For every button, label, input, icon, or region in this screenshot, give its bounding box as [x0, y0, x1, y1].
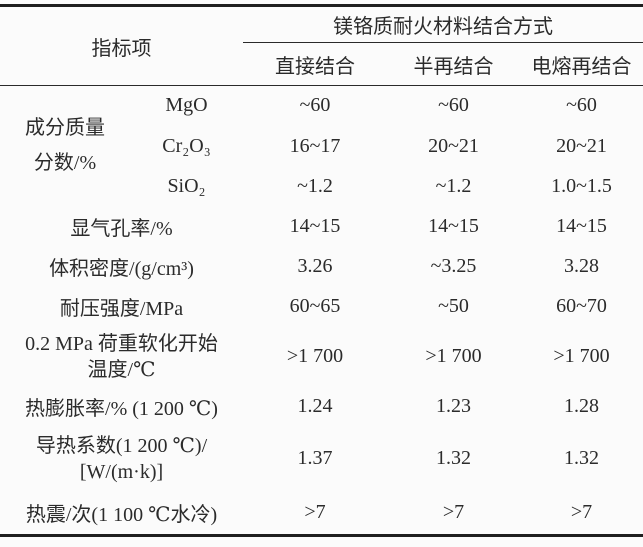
row-label-density: 体积密度/(g/cm³)	[49, 258, 194, 280]
cell-porosity-fused: 14~15	[556, 215, 607, 237]
composition-label-line2: 分数/%	[33, 152, 97, 175]
indicator-column-header: 指标项	[0, 5, 243, 86]
cell-cr2o3-semi: 20~21	[428, 134, 479, 157]
cell-porosity-direct: 14~15	[289, 215, 341, 237]
cell-strength-direct: 60~65	[289, 295, 341, 317]
cell-strength-fused: 60~70	[556, 295, 607, 317]
table-row-strength: 耐压强度/MPa 60~65 ~50 60~70	[0, 287, 643, 327]
cell-mgo-direct: ~60	[299, 94, 331, 117]
table-row-density: 体积密度/(g/cm³) 3.26 ~3.25 3.28	[0, 247, 643, 287]
chem-label-mgo: MgO	[165, 94, 208, 117]
row-label-conductivity: 导热系数(1 200 ℃)/ [W/(m·k)]	[0, 427, 243, 491]
table-row-sio2: SiO₂ ~1.2 ~1.2 1.0~1.5	[0, 167, 643, 207]
cell-cr2o3-fused: 20~21	[556, 134, 607, 157]
table-row-porosity: 显气孔率/% 14~15 14~15 14~15	[0, 207, 643, 247]
column-header-semi-rebond: 半再结合	[387, 42, 520, 86]
refractory-properties-table: 指标项 镁铬质耐火材料结合方式 直接结合 半再结合 电熔再结合 成分质量 分数/…	[0, 4, 643, 537]
cell-cr2o3-direct: 16~17	[289, 134, 341, 157]
cell-sio2-direct: ~1.2	[297, 175, 333, 197]
table-row-expansion: 热膨胀率/% (1 200 ℃) 1.24 1.23 1.28	[0, 387, 643, 427]
cell-sio2-semi: ~1.2	[435, 175, 472, 197]
table-row-cr2o3: Cr₂O₃ 16~17 20~21 20~21	[0, 126, 643, 167]
cell-conductivity-direct: 1.37	[297, 447, 333, 469]
table-row-conductivity: 导热系数(1 200 ℃)/ [W/(m·k)] 1.37 1.32 1.32	[0, 427, 643, 491]
conductivity-label-line2: [W/(m·k)]	[79, 460, 164, 483]
bonding-type-group-header: 镁铬质耐火材料结合方式	[243, 5, 643, 43]
cell-mgo-fused: ~60	[566, 94, 597, 117]
row-label-porosity: 显气孔率/%	[70, 218, 173, 240]
cell-density-direct: 3.26	[297, 255, 333, 277]
cell-softening-direct: >1 700	[286, 345, 344, 367]
softening-label-line2: 温度/℃	[87, 358, 156, 381]
row-label-softening-temp: 0.2 MPa 荷重软化开始 温度/℃	[0, 327, 243, 387]
cell-expansion-fused: 1.28	[564, 395, 599, 417]
cell-sio2-fused: 1.0~1.5	[551, 175, 612, 197]
cell-density-semi: ~3.25	[430, 255, 477, 277]
cell-softening-fused: >1 700	[553, 345, 610, 367]
cell-strength-semi: ~50	[438, 295, 469, 317]
cell-conductivity-semi: 1.32	[436, 447, 471, 469]
cell-shock-semi: >7	[442, 500, 465, 523]
row-label-expansion: 热膨胀率/% (1 200 ℃)	[25, 398, 218, 420]
header-row-columns: 直接结合 半再结合 电熔再结合	[0, 42, 643, 86]
cell-expansion-direct: 1.24	[297, 395, 333, 417]
cell-density-fused: 3.28	[564, 255, 599, 277]
softening-label-line1: 0.2 MPa 荷重软化开始	[25, 332, 218, 355]
table-row-softening-temp: 0.2 MPa 荷重软化开始 温度/℃ >1 700 >1 700 >1 700	[0, 327, 643, 387]
header-row-top: 指标项 镁铬质耐火材料结合方式	[0, 5, 643, 86]
chem-label-cr2o3: Cr₂O₃	[162, 134, 211, 157]
cell-shock-fused: >7	[570, 500, 593, 523]
cell-conductivity-fused: 1.32	[564, 447, 599, 469]
cell-mgo-semi: ~60	[438, 94, 469, 117]
conductivity-label-line1: 导热系数(1 200 ℃)/	[35, 434, 208, 457]
cell-shock-direct: >7	[304, 500, 326, 523]
composition-section-label: 成分质量 分数/%	[0, 86, 130, 207]
row-label-strength: 耐压强度/MPa	[59, 298, 184, 320]
cell-softening-semi: >1 700	[425, 345, 482, 367]
column-header-fused-rebond: 电熔再结合	[520, 42, 643, 86]
column-header-direct-bond: 直接结合	[243, 42, 387, 86]
table-row-thermal-shock: 热震/次(1 100 ℃水冷) >7 >7 >7	[0, 491, 643, 536]
row-label-thermal-shock: 热震/次(1 100 ℃水冷)	[25, 503, 218, 526]
table-row-mgo: 成分质量 分数/% MgO ~60 ~60 ~60	[0, 86, 643, 174]
chem-label-sio2: SiO₂	[167, 175, 206, 197]
cell-porosity-semi: 14~15	[428, 215, 479, 237]
composition-label-line1: 成分质量	[25, 117, 105, 140]
cell-expansion-semi: 1.23	[436, 395, 471, 417]
